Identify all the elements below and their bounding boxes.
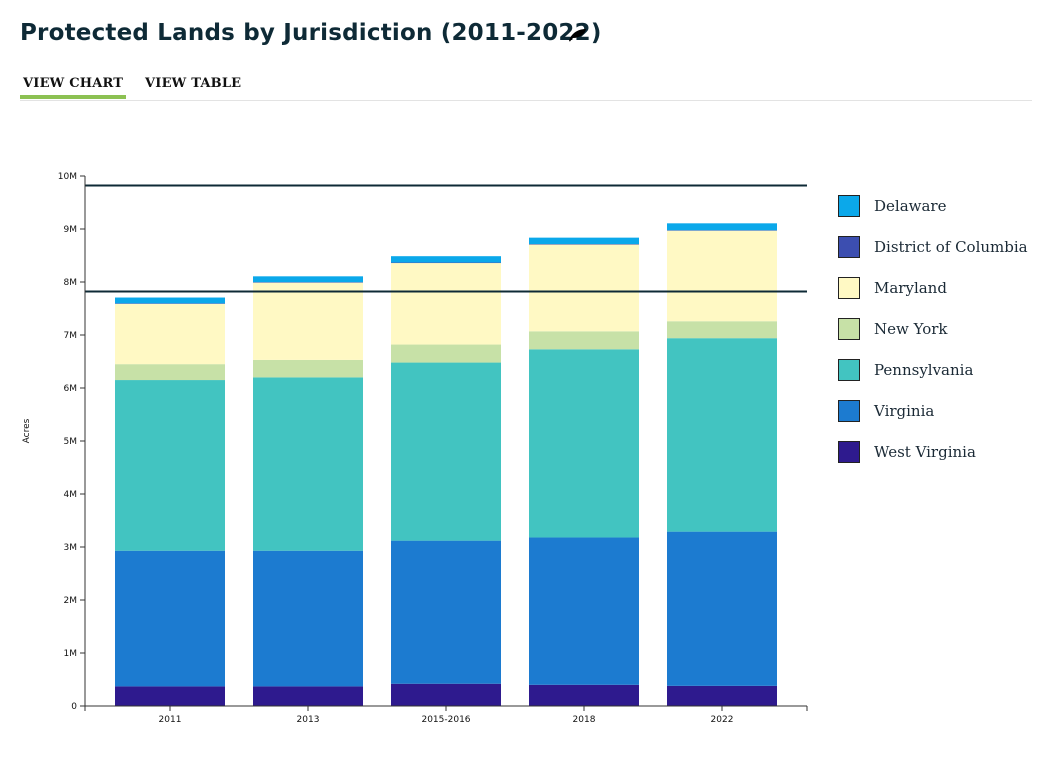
y-tick-label: 2M xyxy=(64,596,78,606)
legend-label: District of Columbia xyxy=(874,238,1028,256)
bar-segment-maryland[interactable] xyxy=(115,303,225,365)
bar-segment-west-virginia[interactable] xyxy=(391,683,501,706)
bar-segment-pennsylvania[interactable] xyxy=(391,362,501,541)
bar-segment-district-of-columbia[interactable] xyxy=(391,262,501,264)
bar-segment-district-of-columbia[interactable] xyxy=(529,243,639,245)
bar-segment-west-virginia[interactable] xyxy=(667,685,777,706)
bar-segment-pennsylvania[interactable] xyxy=(667,338,777,532)
y-axis: 0 1M 2M 3M 4M 5M 6M 7M 8M 9M 10M xyxy=(58,172,86,712)
bar-segment-delaware[interactable] xyxy=(529,237,639,244)
x-axis: 2011 2013 2015-2016 2018 2022 xyxy=(84,705,808,725)
x-tick-label: 2018 xyxy=(573,715,596,725)
bar-segment-maryland[interactable] xyxy=(391,262,501,345)
bar-segment-virginia[interactable] xyxy=(667,531,777,686)
bars-group xyxy=(115,223,777,706)
x-tick-label: 2015-2016 xyxy=(421,715,470,725)
legend-swatch xyxy=(838,400,860,422)
legend-label: West Virginia xyxy=(874,443,976,461)
bar-segment-virginia[interactable] xyxy=(115,550,225,687)
bar-segment-maryland[interactable] xyxy=(253,282,363,360)
y-tick-label: 1M xyxy=(64,649,78,659)
bar-segment-district-of-columbia[interactable] xyxy=(115,303,225,304)
x-tick-label: 2022 xyxy=(711,715,734,725)
y-tick-label: 4M xyxy=(64,490,78,500)
legend-label: Maryland xyxy=(874,279,947,297)
bar-segment-pennsylvania[interactable] xyxy=(529,349,639,538)
bar-segment-west-virginia[interactable] xyxy=(253,686,363,706)
legend-label: Pennsylvania xyxy=(874,361,974,379)
bar-segment-delaware[interactable] xyxy=(391,256,501,263)
legend-swatch xyxy=(838,359,860,381)
bar-segment-pennsylvania[interactable] xyxy=(253,377,363,551)
leaf-icon xyxy=(569,29,586,42)
y-tick-label: 9M xyxy=(64,225,78,235)
legend-swatch xyxy=(838,318,860,340)
bar-segment-delaware[interactable] xyxy=(115,297,225,304)
y-tick-label: 0 xyxy=(71,702,77,712)
bar-segment-virginia[interactable] xyxy=(391,540,501,684)
bar-segment-delaware[interactable] xyxy=(253,276,363,283)
y-tick-label: 6M xyxy=(64,384,78,394)
bar-segment-district-of-columbia[interactable] xyxy=(253,282,363,283)
legend-label: Delaware xyxy=(874,197,947,215)
bar-segment-new-york[interactable] xyxy=(529,331,639,350)
tab-view-chart[interactable]: VIEW CHART xyxy=(20,76,127,99)
legend-label: Virginia xyxy=(874,402,935,420)
bar-segment-west-virginia[interactable] xyxy=(115,686,225,706)
bar-segment-virginia[interactable] xyxy=(529,537,639,685)
bar-segment-maryland[interactable] xyxy=(529,244,639,332)
y-tick-label: 5M xyxy=(64,437,78,447)
legend-swatch xyxy=(838,277,860,299)
y-tick-label: 7M xyxy=(64,331,78,341)
x-tick-label: 2013 xyxy=(297,715,320,725)
bar-segment-new-york[interactable] xyxy=(253,359,363,378)
legend-swatch xyxy=(838,441,860,463)
legend-swatch xyxy=(838,236,860,258)
y-tick-label: 10M xyxy=(58,172,77,182)
bar-segment-new-york[interactable] xyxy=(667,321,777,339)
y-axis-title: Acres xyxy=(22,418,32,443)
y-tick-label: 3M xyxy=(64,543,78,553)
legend-swatch xyxy=(838,195,860,217)
bar-segment-delaware[interactable] xyxy=(667,223,777,231)
bar-segment-west-virginia[interactable] xyxy=(529,684,639,706)
bar-segment-maryland[interactable] xyxy=(667,230,777,322)
bar-segment-virginia[interactable] xyxy=(253,550,363,687)
bar-segment-district-of-columbia[interactable] xyxy=(667,230,777,231)
bar-segment-new-york[interactable] xyxy=(391,344,501,363)
view-tabs: VIEW CHART VIEW TABLE xyxy=(20,70,1032,101)
bar-segment-new-york[interactable] xyxy=(115,364,225,381)
legend-label: New York xyxy=(874,320,948,338)
reference-lines xyxy=(85,184,807,293)
x-tick-label: 2011 xyxy=(159,715,182,725)
bar-segment-pennsylvania[interactable] xyxy=(115,380,225,551)
page-title: Protected Lands by Jurisdiction (2011-20… xyxy=(20,20,602,46)
tab-view-table[interactable]: VIEW TABLE xyxy=(145,76,242,91)
y-tick-label: 8M xyxy=(64,278,78,288)
